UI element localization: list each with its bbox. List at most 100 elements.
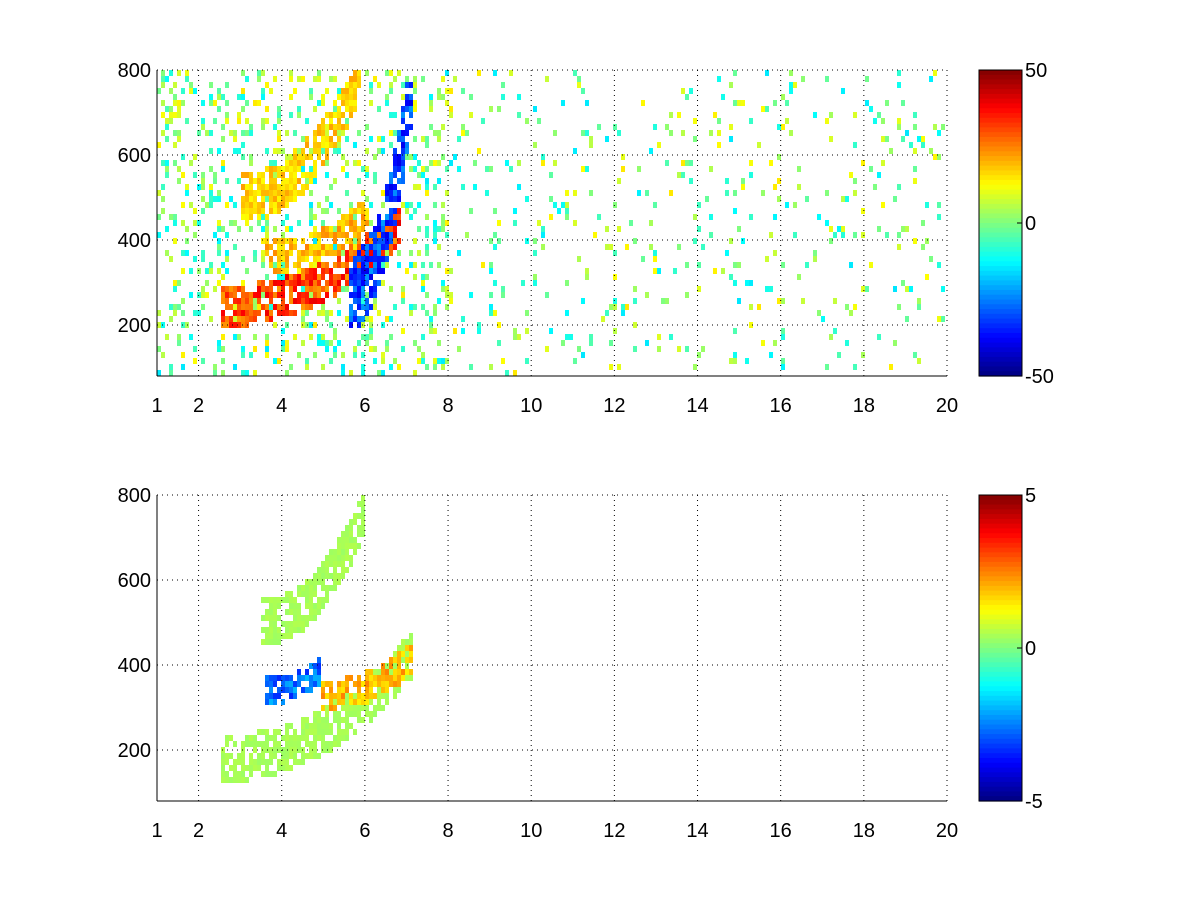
heatmap-cell — [313, 603, 317, 609]
heatmap-cell — [533, 280, 537, 286]
heatmap-cell — [309, 280, 313, 286]
heatmap-cell — [277, 244, 281, 250]
heatmap-cell — [273, 184, 277, 190]
heatmap-cell — [385, 220, 389, 226]
heatmap-cell — [445, 100, 449, 106]
heatmap-cell — [897, 124, 901, 130]
heatmap-cell — [761, 106, 765, 112]
heatmap-cell — [313, 322, 317, 328]
heatmap-cell — [897, 184, 901, 190]
heatmap-cell — [605, 310, 609, 316]
heatmap-cell — [469, 292, 473, 298]
heatmap-cell — [229, 196, 233, 202]
heatmap-cell — [277, 759, 281, 765]
heatmap-cell — [241, 172, 245, 178]
x-tick-label: 18 — [853, 395, 875, 417]
heatmap-cell — [365, 687, 369, 693]
heatmap-cell — [681, 130, 685, 136]
heatmap-cell — [225, 232, 229, 238]
heatmap-cell — [289, 693, 293, 699]
heatmap-cell — [665, 160, 669, 166]
heatmap-cell — [845, 304, 849, 310]
y-tick-label: 400 — [118, 655, 151, 677]
heatmap-cell — [373, 286, 377, 292]
heatmap-cell — [373, 232, 377, 238]
heatmap-cell — [309, 298, 313, 304]
heatmap-cell — [393, 358, 397, 364]
heatmap-cell — [889, 364, 893, 370]
heatmap-cell — [693, 136, 697, 142]
heatmap-cell — [297, 669, 301, 675]
heatmap-cell — [305, 154, 309, 160]
heatmap-cell — [401, 286, 405, 292]
heatmap-cell — [341, 364, 345, 370]
heatmap-cell — [769, 160, 773, 166]
heatmap-cell — [457, 136, 461, 142]
heatmap-cell — [849, 172, 853, 178]
heatmap-cell — [709, 214, 713, 220]
heatmap-cell — [773, 250, 777, 256]
heatmap-cell — [325, 136, 329, 142]
heatmap-cell — [333, 561, 337, 567]
heatmap-cell — [389, 196, 393, 202]
heatmap-cell — [277, 747, 281, 753]
heatmap-cell — [181, 88, 185, 94]
heatmap-cell — [301, 190, 305, 196]
heatmap-cell — [693, 118, 697, 124]
heatmap-cell — [401, 166, 405, 172]
heatmap-cell — [337, 561, 341, 567]
heatmap-cell — [329, 124, 333, 130]
heatmap-cell — [277, 238, 281, 244]
heatmap-cell — [277, 304, 281, 310]
heatmap-cell — [277, 130, 281, 136]
heatmap-cell — [273, 771, 277, 777]
heatmap-cell — [445, 190, 449, 196]
heatmap-cell — [269, 633, 273, 639]
heatmap-cell — [881, 202, 885, 208]
heatmap-cell — [397, 687, 401, 693]
heatmap-cell — [741, 178, 745, 184]
heatmap-cell — [513, 208, 517, 214]
heatmap-cell — [321, 310, 325, 316]
heatmap-cell — [289, 753, 293, 759]
heatmap-cell — [397, 154, 401, 160]
heatmap-cell — [261, 94, 265, 100]
heatmap-cell — [309, 681, 313, 687]
heatmap-cell — [273, 208, 277, 214]
heatmap-cell — [421, 274, 425, 280]
heatmap-cell — [345, 82, 349, 88]
heatmap-cell — [357, 681, 361, 687]
heatmap-cell — [369, 346, 373, 352]
heatmap-cell — [669, 334, 673, 340]
heatmap-cell — [225, 256, 229, 262]
heatmap-cell — [181, 352, 185, 358]
heatmap-cell — [257, 202, 261, 208]
heatmap-cell — [265, 250, 269, 256]
heatmap-cell — [345, 723, 349, 729]
heatmap-cell — [781, 124, 785, 130]
heatmap-cell — [309, 741, 313, 747]
heatmap-cell — [405, 154, 409, 160]
heatmap-cell — [353, 693, 357, 699]
heatmap-cell — [225, 286, 229, 292]
heatmap-cell — [289, 250, 293, 256]
heatmap-cell — [365, 705, 369, 711]
heatmap-cell — [401, 346, 405, 352]
heatmap-cell — [269, 687, 273, 693]
heatmap-cell — [657, 142, 661, 148]
heatmap-cell — [361, 274, 365, 280]
heatmap-cell — [437, 130, 441, 136]
heatmap-cell — [289, 178, 293, 184]
heatmap-cell — [357, 699, 361, 705]
heatmap-cell — [317, 735, 321, 741]
heatmap-cell — [305, 172, 309, 178]
heatmap-cell — [321, 244, 325, 250]
heatmap-cell — [245, 214, 249, 220]
heatmap-cell — [905, 226, 909, 232]
heatmap-cell — [361, 220, 365, 226]
heatmap-cell — [333, 142, 337, 148]
heatmap-cell — [277, 274, 281, 280]
heatmap-cell — [293, 184, 297, 190]
heatmap-cell — [265, 232, 269, 238]
heatmap-cell — [633, 346, 637, 352]
